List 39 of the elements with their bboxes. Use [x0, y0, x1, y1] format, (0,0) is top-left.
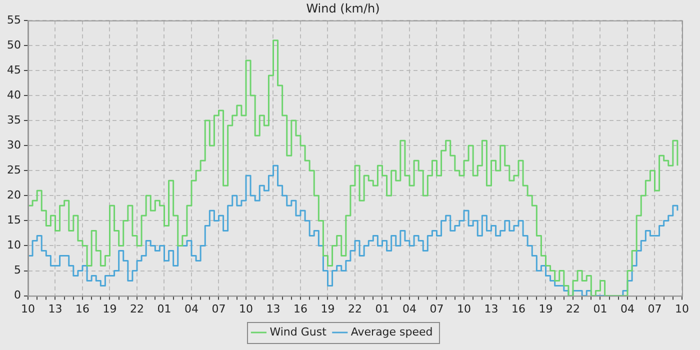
- y-tick-label: 35: [6, 113, 21, 126]
- y-tick-label: 40: [6, 88, 21, 102]
- y-tick-label: 15: [6, 214, 21, 227]
- y-tick-label: 55: [6, 13, 21, 26]
- x-tick-label: 10: [457, 302, 471, 316]
- x-tick-label: 22: [130, 302, 144, 316]
- x-tick-label: 16: [512, 302, 526, 316]
- x-tick-label: 10: [675, 302, 689, 316]
- y-tick-label: 45: [6, 63, 21, 76]
- y-tick-label: 50: [6, 38, 21, 52]
- x-tick-label: 22: [566, 302, 580, 316]
- x-tick-label: 13: [484, 302, 498, 316]
- y-tick-label: 30: [6, 138, 21, 152]
- x-tick-label: 01: [375, 302, 390, 316]
- x-tick-label: 07: [212, 302, 226, 316]
- x-tick-label: 13: [48, 302, 62, 316]
- x-tick-label: 22: [348, 302, 362, 316]
- y-tick-label: 0: [14, 288, 21, 302]
- x-tick-label: 13: [266, 302, 280, 316]
- x-tick-label: 19: [538, 302, 553, 316]
- y-tick-label: 10: [6, 238, 21, 252]
- x-tick-label: 19: [102, 302, 117, 316]
- x-tick-label: 04: [184, 302, 198, 316]
- x-tick-label: 16: [294, 302, 308, 316]
- x-tick-label: 04: [402, 302, 416, 316]
- x-tick-label: 07: [430, 302, 444, 316]
- chart-title: Wind (km/h): [306, 1, 380, 16]
- x-tick-label: 01: [593, 302, 608, 316]
- legend-label: Average speed: [350, 325, 433, 338]
- x-tick-label: 07: [648, 302, 662, 316]
- x-tick-label: 16: [75, 302, 90, 316]
- y-tick-label: 20: [6, 188, 21, 202]
- x-tick-label: 04: [620, 302, 634, 316]
- x-tick-label: 19: [320, 302, 335, 316]
- x-tick-label: 01: [157, 302, 172, 316]
- legend-label: Wind Gust: [270, 325, 328, 338]
- y-tick-label: 5: [14, 264, 21, 277]
- x-tick-label: 10: [239, 302, 253, 316]
- y-tick-label: 25: [6, 163, 21, 176]
